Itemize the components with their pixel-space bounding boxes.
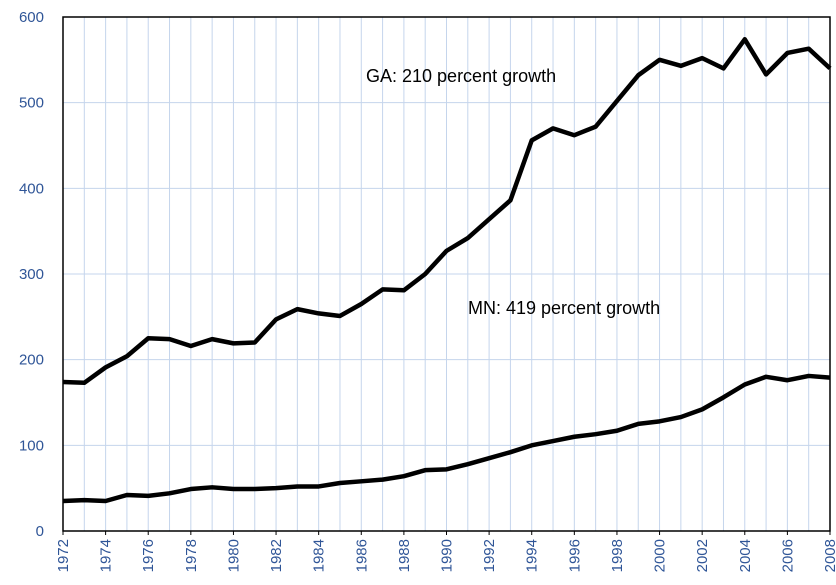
x-tick-label: 1986 <box>353 539 370 572</box>
y-tick-label: 400 <box>19 180 44 197</box>
x-tick-label: 2000 <box>652 539 669 572</box>
annotation: GA: 210 percent growth <box>366 66 556 86</box>
x-tick-label: 1990 <box>439 539 456 572</box>
annotation: MN: 419 percent growth <box>468 298 660 318</box>
x-tick-label: 1980 <box>225 539 242 572</box>
x-tick-label: 2008 <box>822 539 836 572</box>
x-tick-label: 1988 <box>396 539 413 572</box>
x-tick-label: 1972 <box>55 539 72 572</box>
x-tick-label: 1976 <box>140 539 157 572</box>
y-tick-label: 300 <box>19 266 44 283</box>
x-tick-label: 1998 <box>609 539 626 572</box>
y-tick-label: 600 <box>19 9 44 26</box>
x-tick-label: 1994 <box>524 539 541 572</box>
plot-frame <box>62 16 831 532</box>
y-tick-label: 500 <box>19 95 44 112</box>
line <box>62 373 831 504</box>
x-tick-label: 2002 <box>694 539 711 572</box>
x-tick-label: 1974 <box>98 539 115 572</box>
x-tick-label: 1996 <box>566 539 583 572</box>
x-tick-label: 1978 <box>183 539 200 572</box>
y-tick-label: 0 <box>36 523 44 540</box>
x-tick-label: 1984 <box>311 539 328 572</box>
x-tick-label: 2006 <box>779 539 796 572</box>
line <box>62 37 832 386</box>
y-tick-label: 100 <box>19 437 44 454</box>
y-tick-label: 200 <box>19 352 44 369</box>
x-tick-label: 1992 <box>481 539 498 572</box>
x-tick-label: 2004 <box>737 539 754 572</box>
x-tick-label: 1982 <box>268 539 285 572</box>
